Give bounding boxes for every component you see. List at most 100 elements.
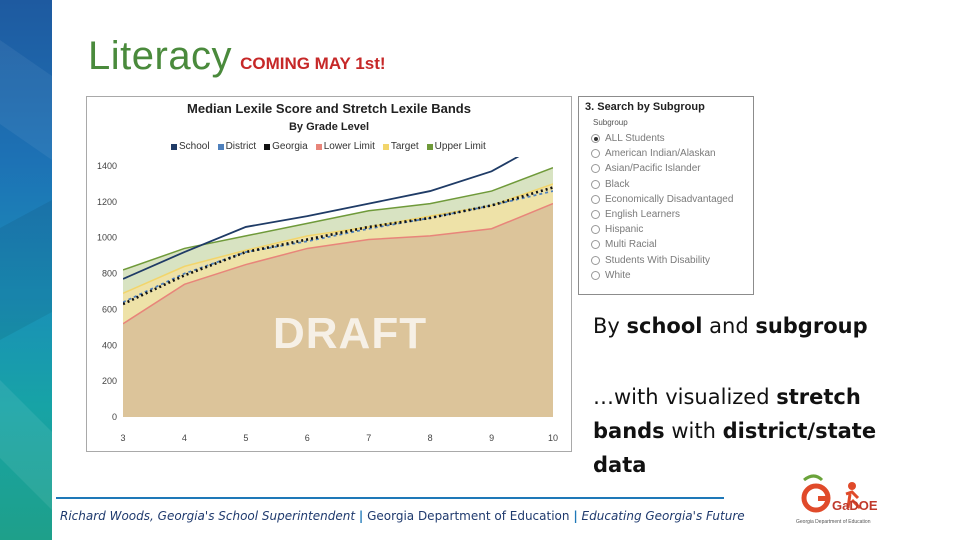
chart-legend: School District Georgia Lower Limit Target Up…: [171, 141, 486, 152]
subgroup-panel-title: 3. Search by Subgroup: [585, 101, 705, 113]
x-tick-label: 10: [548, 433, 558, 443]
chart-subtitle: By Grade Level: [288, 121, 370, 133]
legend-item: Upper Limit: [426, 141, 486, 152]
legend-label: School: [179, 141, 210, 152]
bullet1-part: and: [702, 314, 756, 338]
lower-band-area: [123, 203, 553, 417]
subgroup-option[interactable]: American Indian/Alaskan: [591, 146, 733, 161]
legend-item: School: [171, 141, 210, 152]
lexile-chart: 0 200 400 600 800 1000 1200 1400 3 4 5 6 7 8 9 10 Media…: [86, 96, 572, 452]
legend-swatch: [315, 143, 322, 150]
bullet1-part: By: [593, 314, 627, 338]
footer-separator: |: [358, 509, 364, 523]
y-tick-label: 400: [102, 340, 117, 350]
subgroup-option[interactable]: ALL Students: [591, 131, 733, 146]
legend-item: Georgia: [264, 141, 308, 152]
bullet2-part: with: [664, 419, 723, 443]
subgroup-option[interactable]: Economically Disadvantaged: [591, 192, 733, 207]
radio-button-icon[interactable]: [591, 194, 600, 204]
subgroup-option[interactable]: Students With Disability: [591, 253, 733, 268]
subgroup-option-label: Economically Disadvantaged: [605, 193, 734, 205]
chart-title: Median Lexile Score and Stretch Lexile B…: [187, 101, 471, 116]
subgroup-option-label: Multi Racial: [605, 239, 657, 251]
bullet2-bold-stretch: stretch: [776, 385, 861, 409]
subgroup-option-label: English Learners: [605, 209, 681, 221]
title-coming-soon: COMING MAY 1st!: [240, 54, 386, 73]
subgroup-option[interactable]: Multi Racial: [591, 237, 733, 252]
subgroup-option-label: Black: [605, 178, 630, 190]
subgroup-option-label: White: [605, 269, 631, 281]
legend-swatch: [382, 143, 389, 150]
legend-label: Upper Limit: [434, 141, 486, 152]
footer-department: Georgia Department of Education: [367, 509, 570, 523]
subgroup-panel: 3. Search by Subgroup Subgroup ALL Stude…: [578, 96, 754, 295]
gadoe-logo: GaDOE Georgia Department of Education: [796, 474, 878, 525]
y-tick-label: 1200: [97, 197, 117, 207]
radio-button-icon[interactable]: [591, 210, 600, 220]
footer-superintendent: Richard Woods, Georgia's School Superint…: [60, 509, 356, 523]
legend-item: Lower Limit: [315, 141, 375, 152]
chart-plot: 0 200 400 600 800 1000 1200 1400 3 4 5 6 7 8 9 10: [97, 157, 558, 443]
bullet-stretch-bands: …with visualized stretch bands with dist…: [593, 380, 893, 482]
y-tick-label: 0: [112, 412, 117, 422]
x-tick-label: 5: [243, 433, 248, 443]
subgroup-label: Subgroup: [593, 118, 628, 127]
radio-button-icon[interactable]: [591, 225, 600, 235]
footer-separator: |: [573, 509, 578, 523]
legend-label: Lower Limit: [323, 141, 375, 152]
x-tick-label: 4: [182, 433, 187, 443]
series-line-district: [123, 190, 553, 304]
y-tick-label: 1400: [97, 161, 117, 171]
y-tick-label: 600: [102, 304, 117, 314]
legend-swatch: [426, 143, 433, 150]
logo-text: GaDOE: [832, 498, 878, 513]
radio-button-icon[interactable]: [591, 179, 600, 189]
bullet2-bold-bands: bands: [593, 419, 665, 443]
bullet-school-subgroup: By school and subgroup: [593, 314, 868, 338]
subgroup-option-label: Hispanic: [605, 224, 644, 236]
subgroup-option[interactable]: White: [591, 268, 733, 283]
series-line-upper-limit: [123, 167, 553, 271]
subgroup-option[interactable]: Black: [591, 177, 733, 192]
subgroup-option-label: Asian/Pacific Islander: [605, 163, 701, 175]
x-tick-label: 8: [428, 433, 433, 443]
logo-caption: Georgia Department of Education: [796, 519, 871, 525]
legend-swatch: [217, 143, 224, 150]
radio-button-icon[interactable]: [591, 255, 600, 265]
legend-item: Target: [382, 141, 419, 152]
radio-button-icon[interactable]: [591, 164, 600, 174]
radio-button-icon[interactable]: [591, 134, 600, 144]
bullet2-bold-data: data: [593, 453, 647, 477]
x-tick-label: 6: [305, 433, 310, 443]
legend-swatch: [264, 143, 271, 150]
target-band-area: [123, 183, 553, 324]
title-literacy: Literacy: [88, 34, 233, 78]
draft-watermark: DRAFT: [273, 309, 428, 358]
y-tick-label: 1000: [97, 233, 117, 243]
legend-item: District: [217, 141, 257, 152]
radio-button-icon[interactable]: [591, 149, 600, 159]
subgroup-option[interactable]: Hispanic: [591, 222, 733, 237]
series-line-school: [123, 157, 520, 280]
y-tick-label: 200: [102, 376, 117, 386]
slide-title: Literacy COMING MAY 1st!: [88, 34, 386, 79]
bullet1-bold-school: school: [626, 314, 703, 338]
upper-band-area: [123, 167, 553, 294]
footer-tagline: Educating Georgia's Future: [581, 509, 745, 523]
subgroup-option[interactable]: English Learners: [591, 207, 733, 222]
footer-divider: [56, 497, 724, 499]
y-tick-label: 800: [102, 269, 117, 279]
footer-text: Richard Woods, Georgia's School Superint…: [60, 509, 745, 523]
legend-label: District: [225, 141, 257, 152]
series-line-lower-limit: [123, 202, 553, 325]
x-tick-label: 9: [489, 433, 494, 443]
bullet2-part: …with visualized: [593, 385, 777, 409]
radio-button-icon[interactable]: [591, 270, 600, 280]
subgroup-option-label: Students With Disability: [605, 254, 711, 266]
x-tick-label: 7: [366, 433, 371, 443]
subgroup-option[interactable]: Asian/Pacific Islander: [591, 161, 733, 176]
legend-label: Georgia: [272, 141, 308, 152]
bullet2-bold-district-state: district/state: [722, 419, 877, 443]
legend-swatch: [171, 143, 177, 150]
radio-button-icon[interactable]: [591, 240, 600, 250]
